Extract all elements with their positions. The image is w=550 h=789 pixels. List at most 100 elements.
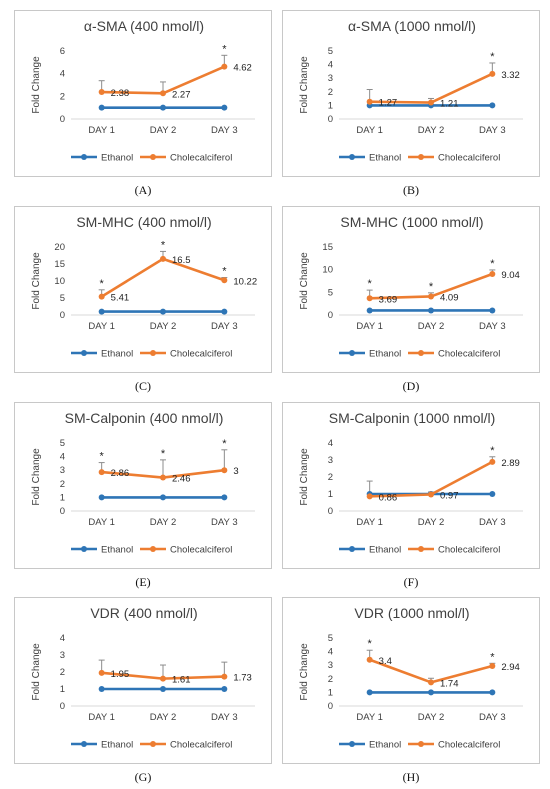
chart-panel: α-SMA (400 nmol/l) Fold Change 0 2 4 6 DAY 1 DA… [14,10,272,177]
y-tick-label: 0 [328,114,333,125]
x-tick-label: DAY 2 [418,321,445,332]
ethanol-point [366,307,373,314]
data-label: 1.74 [440,678,459,689]
y-axis-label: Fold Change [299,56,310,114]
ethanol-point [221,308,228,315]
panel-letter: (B) [403,183,419,197]
data-label: 1.27 [379,98,398,109]
y-tick-label: 1 [328,100,333,111]
x-tick-label: DAY 3 [211,517,238,528]
cholecalciferol-point [366,295,373,302]
data-label: 2.38 [111,88,129,99]
chart-title: α-SMA (1000 nmol/l) [348,18,476,34]
ethanol-point [160,686,166,692]
y-tick-label: 10 [54,276,65,287]
x-tick-label: DAY 2 [418,712,445,723]
y-tick-label: 4 [60,452,65,463]
x-tick-label: DAY 1 [88,712,115,723]
significance-star: * [490,651,495,663]
x-tick-label: DAY 3 [211,125,238,136]
ethanol-point [428,689,434,696]
ethanol-legend-marker [349,154,355,160]
chart-title: α-SMA (400 nmol/l) [84,18,204,34]
x-tick-label: DAY 1 [88,517,115,528]
panel-letter: (C) [135,379,151,393]
panel-letter: (G) [134,770,152,784]
cholecalciferol-point [221,277,228,284]
y-tick-label: 4 [60,69,65,80]
significance-star: * [222,43,227,55]
ethanol-legend-marker [81,154,87,160]
x-tick-label: DAY 1 [356,321,383,332]
x-tick-label: DAY 3 [479,517,506,528]
legend-label: Cholecalciferol [438,545,500,556]
chart-svg: VDR (400 nmol/l) Fold Change 0 1 2 3 4 DAY 1 DAY… [31,605,255,751]
cholecalciferol-point [366,493,373,500]
ethanol-legend-marker [349,741,355,747]
significance-star: * [161,239,166,251]
y-tick-label: 10 [322,265,333,276]
data-label: 2.27 [172,89,191,100]
data-label: 10.22 [233,276,257,287]
cholecalciferol-point [366,656,373,663]
cholecalciferol-legend-marker [150,350,156,356]
data-label: 0.97 [440,491,459,502]
x-tick-label: DAY 3 [479,125,506,136]
cholecalciferol-point [98,89,105,96]
cholecalciferol-point [160,675,166,682]
legend-label: Ethanol [369,740,401,751]
data-label: 3 [233,466,238,477]
y-tick-label: 2 [328,674,333,685]
chart-svg: α-SMA (400 nmol/l) Fold Change 0 2 4 6 DAY 1 DA… [31,18,255,164]
ethanol-point [98,308,105,315]
cholecalciferol-point [98,293,105,300]
chart-panel: α-SMA (1000 nmol/l) Fold Change 0 1 2 3 4 5 DAY … [282,10,540,177]
legend-label: Ethanol [369,545,401,556]
y-tick-label: 2 [328,472,333,483]
y-tick-label: 0 [60,701,65,712]
cholecalciferol-legend-marker [150,741,156,747]
legend-label: Cholecalciferol [438,153,500,164]
x-tick-label: DAY 2 [418,517,445,528]
cholecalciferol-point [221,467,228,474]
legend-label: Cholecalciferol [170,153,232,164]
y-axis-label: Fold Change [31,252,42,310]
y-tick-label: 5 [60,438,65,449]
ethanol-point [98,104,105,111]
significance-star: * [222,438,227,450]
legend-label: Cholecalciferol [170,349,232,360]
panel-letter: (E) [135,575,151,589]
cholecalciferol-point [428,491,434,498]
y-axis-label: Fold Change [31,448,42,506]
ethanol-point [428,307,434,314]
data-label: 5.41 [111,293,129,304]
significance-star: * [222,266,227,278]
cholecalciferol-legend-marker [418,546,424,552]
x-tick-label: DAY 1 [356,125,383,136]
y-tick-label: 5 [328,46,333,57]
significance-star: * [368,638,373,650]
x-tick-label: DAY 2 [150,712,177,723]
cholecalciferol-point [489,271,496,278]
legend-label: Ethanol [369,349,401,360]
y-tick-label: 4 [328,60,333,71]
y-tick-label: 3 [328,660,333,671]
y-tick-label: 3 [60,650,65,661]
data-label: 1.21 [440,99,459,110]
ethanol-point [221,494,228,501]
x-tick-label: DAY 1 [88,321,115,332]
x-tick-label: DAY 2 [150,517,177,528]
significance-star: * [368,278,373,290]
cholecalciferol-legend-marker [418,154,424,160]
cholecalciferol-legend-marker [418,350,424,356]
legend-label: Ethanol [101,349,133,360]
ethanol-legend-marker [81,350,87,356]
chart-svg: SM-MHC (400 nmol/l) Fold Change 0 5 10 15 20 DA… [31,214,257,360]
y-tick-label: 4 [328,438,333,449]
ethanol-point [366,689,373,696]
data-label: 1.73 [233,673,252,684]
ethanol-legend-marker [81,741,87,747]
chart-svg: α-SMA (1000 nmol/l) Fold Change 0 1 2 3 4 5 DAY … [299,18,523,164]
y-tick-label: 3 [60,465,65,476]
data-label: 3.69 [379,294,398,305]
